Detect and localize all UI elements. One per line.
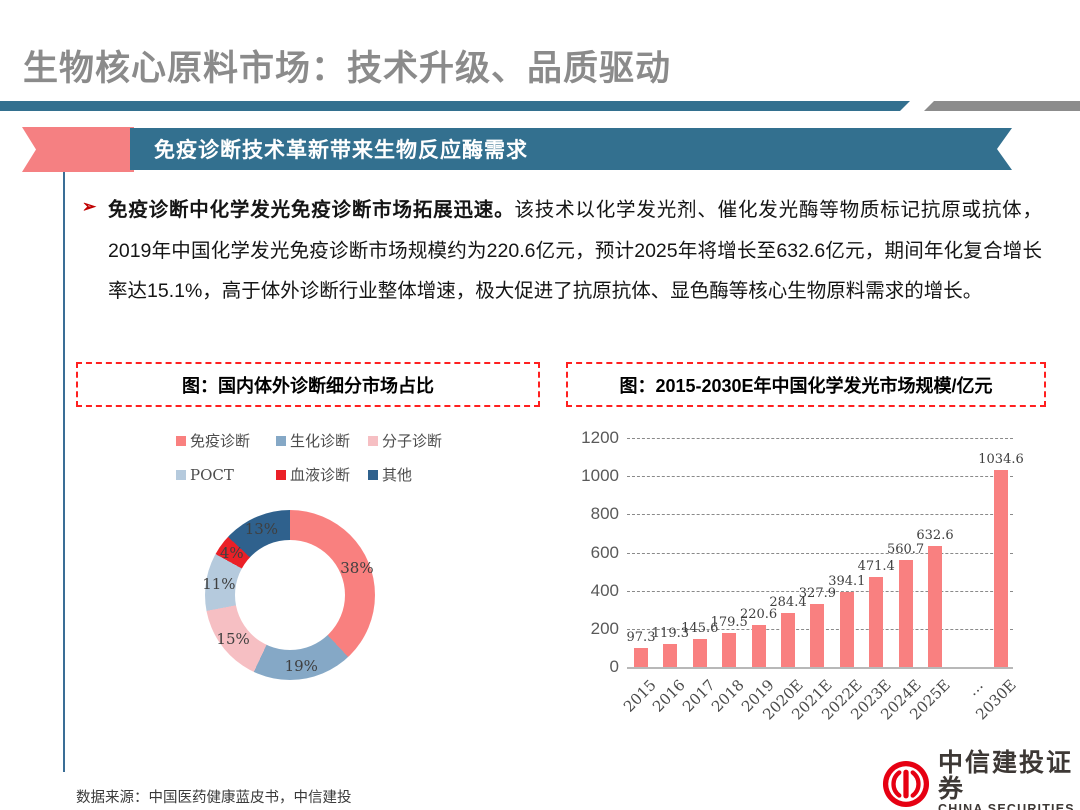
- bar-2025E: [928, 546, 942, 667]
- donut-chart: 38% 19% 15% 11% 4% 13%: [202, 510, 375, 680]
- y-tick-label: 600: [590, 542, 619, 562]
- legend-label: 血液诊断: [290, 466, 351, 484]
- pie-slice-label: 13%: [244, 519, 279, 538]
- figure-title-pie: 图：国内体外诊断细分市场占比: [76, 362, 540, 407]
- bar-2030E: [994, 469, 1008, 667]
- legend-label: 生化诊断: [290, 432, 351, 450]
- legend-swatch: [368, 469, 378, 480]
- figure-title-pie-label: 图：国内体外诊断细分市场占比: [182, 375, 434, 396]
- y-tick-label: 1000: [581, 466, 619, 486]
- bar-2022E: [839, 591, 854, 667]
- bar-2015: [634, 648, 648, 667]
- legend-label: 其他: [382, 466, 413, 484]
- bar-value-label: 471.4: [857, 559, 895, 575]
- pie-slice-label: 38%: [340, 559, 374, 578]
- bar-2019: [751, 624, 766, 667]
- y-tick-label: 1200: [581, 428, 619, 447]
- gridline: [627, 552, 1013, 554]
- bar-value-label: 327.9: [798, 586, 836, 602]
- bar-value-label: 119.3: [651, 626, 689, 642]
- company-name-cn: 中信建投证券: [938, 749, 1074, 803]
- pie-slice-label: 19%: [284, 657, 318, 676]
- bar-2018: [722, 632, 737, 667]
- legend-swatch: [276, 435, 286, 446]
- left-guide-line: [63, 172, 65, 772]
- bar-2020E: [781, 612, 795, 667]
- bar-value-label: 179.5: [710, 614, 748, 630]
- pie-slice-label: 15%: [216, 630, 250, 649]
- legend-item: 免疫诊断: [176, 430, 276, 451]
- gridline: [627, 476, 1013, 478]
- pie-slice-label: 11%: [202, 574, 236, 593]
- bar-2023E: [869, 577, 884, 667]
- legend-item: 分子诊断: [368, 430, 468, 451]
- x-tick-label: 2016: [649, 676, 690, 716]
- bar-value-label: 220.6: [739, 606, 778, 622]
- legend-item: POCT: [176, 464, 276, 485]
- legend-swatch: [176, 435, 186, 446]
- legend-item: 其他: [368, 464, 468, 485]
- legend-item: 生化诊断: [276, 430, 368, 451]
- bar-value-label: 145.6: [681, 621, 719, 637]
- header-rule-blue: [0, 101, 910, 111]
- bar-value-label: 1034.6: [978, 451, 1024, 467]
- figure-title-bar-label: 图：2015-2030E年中国化学发光市场规模/亿元: [619, 375, 993, 396]
- ribbon-red-tail: [22, 127, 134, 172]
- donut-ring: [205, 510, 375, 680]
- gridline: [627, 514, 1013, 516]
- y-tick-label: 800: [590, 504, 619, 524]
- x-tick-label: 2018: [708, 676, 748, 716]
- citic-emblem-icon: [882, 760, 930, 807]
- bar-2024E: [898, 559, 913, 667]
- legend-swatch: [368, 435, 378, 446]
- company-logo: 中信建投证券 CHINA SECURITIES: [882, 750, 1080, 810]
- x-tick-label: 2015: [619, 676, 660, 716]
- legend-item: 血液诊断: [276, 464, 368, 485]
- data-source-note: 数据来源：中国医药健康蓝皮书，中信建投: [76, 790, 352, 806]
- company-logo-text: 中信建投证券 CHINA SECURITIES: [938, 750, 1080, 810]
- legend-swatch: [176, 469, 186, 480]
- bar-value-label: 97.3: [626, 630, 656, 646]
- header-rule-gray: [924, 101, 1080, 111]
- y-tick-label: 0: [609, 657, 619, 676]
- x-tick-label: 2017: [678, 676, 719, 716]
- y-tick-label: 200: [590, 618, 619, 638]
- x-axis-gap-ellipsis: …: [963, 676, 987, 700]
- bullet-paragraph: 免疫诊断中化学发光免疫诊断市场拓展迅速。该技术以化学发光剂、催化发光酶等物质标记…: [108, 190, 1042, 312]
- bar-2016: [663, 644, 678, 667]
- bar-value-label: 284.4: [769, 594, 807, 610]
- pie-legend: 免疫诊断 生化诊断 分子诊断 POCT 血液诊断 其他: [176, 430, 468, 485]
- legend-label: 免疫诊断: [190, 432, 251, 450]
- gridline: [627, 590, 1013, 592]
- page-title: 生物核心原料市场：技术升级、品质驱动: [23, 49, 672, 88]
- bullet-rest-text: 该技术以化学发光剂、催化发光酶等物质标记抗原或抗体，2019年中国化学发光免疫诊…: [108, 199, 1042, 302]
- pie-slice-label: 4%: [219, 543, 244, 562]
- legend-label: 分子诊断: [382, 432, 443, 450]
- company-name-en: CHINA SECURITIES: [938, 802, 1075, 810]
- bar-chart: 0 200 400 600 800 1000 1200 97.3 2015 119.3 2016 14…: [581, 428, 1024, 723]
- section-banner: 免疫诊断技术革新带来生物反应酶需求: [130, 128, 1012, 170]
- bar-value-label: 560.7: [886, 541, 925, 557]
- figure-title-bar: 图：2015-2030E年中国化学发光市场规模/亿元: [566, 362, 1046, 407]
- legend-label: POCT: [190, 465, 234, 484]
- bullet-lead-text: 免疫诊断中化学发光免疫诊断市场拓展迅速。: [108, 199, 515, 221]
- legend-swatch: [276, 469, 286, 480]
- gridline: [627, 438, 1013, 439]
- bullet-arrow-icon: ➢: [82, 197, 97, 216]
- y-tick-label: 400: [590, 580, 619, 600]
- bar-2017: [692, 639, 707, 667]
- section-banner-label: 免疫诊断技术革新带来生物反应酶需求: [154, 139, 528, 162]
- bar-value-label: 394.1: [828, 573, 866, 589]
- bar-value-label: 632.6: [916, 528, 954, 544]
- bar-2021E: [810, 604, 825, 667]
